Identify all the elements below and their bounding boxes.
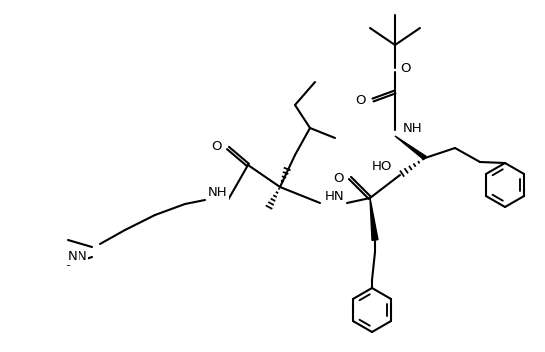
Text: O: O: [211, 139, 222, 152]
Text: N: N: [68, 251, 78, 264]
Text: O: O: [334, 171, 344, 184]
Text: HN: HN: [325, 190, 345, 203]
Text: NH: NH: [403, 121, 422, 134]
Polygon shape: [395, 136, 426, 159]
Text: O: O: [355, 94, 366, 107]
Text: NH: NH: [208, 187, 228, 200]
Text: HO: HO: [372, 161, 392, 174]
Text: O: O: [400, 62, 410, 75]
Text: N: N: [77, 250, 87, 263]
Polygon shape: [370, 198, 378, 240]
